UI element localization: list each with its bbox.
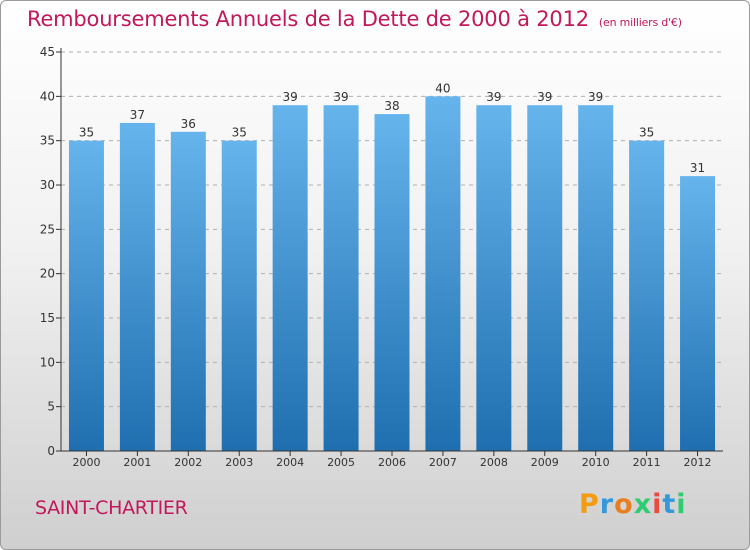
y-tick-label: 40 [40, 89, 55, 103]
bar-2005 [323, 105, 359, 451]
x-tick-label: 2007 [429, 456, 457, 469]
bar-2006 [374, 114, 410, 452]
x-tick-label: 2008 [480, 456, 508, 469]
x-tick-label: 2009 [531, 456, 559, 469]
data-labels: 35 37 36 35 39 39 38 40 39 39 39 35 31 [79, 81, 705, 175]
x-tick-label: 2011 [633, 456, 661, 469]
bar-2004 [272, 105, 308, 451]
proxiti-logo: Proxiti [579, 489, 687, 520]
y-tick-label: 0 [47, 444, 55, 458]
y-tick-label: 20 [40, 267, 55, 281]
data-label: 39 [283, 90, 298, 104]
y-tick-label: 15 [40, 311, 55, 325]
data-label: 37 [130, 108, 145, 122]
chart-title-text: Remboursements Annuels de la Dette de 20… [27, 7, 589, 31]
x-tick-label: 2000 [72, 456, 100, 469]
bar-2003 [221, 140, 257, 451]
y-tick-label: 35 [40, 134, 55, 148]
data-label: 39 [537, 90, 552, 104]
x-tick-label: 2004 [276, 456, 304, 469]
bar-2007 [425, 96, 461, 451]
data-label: 35 [232, 126, 247, 140]
logo-letter: i [676, 489, 687, 520]
logo-letter: t [662, 489, 677, 520]
data-label: 35 [639, 126, 654, 140]
logo-letter: P [579, 489, 600, 520]
chart-title: Remboursements Annuels de la Dette de 20… [27, 7, 682, 31]
x-tick-label: 2001 [123, 456, 151, 469]
x-tick-label: 2003 [225, 456, 253, 469]
bar-2001 [119, 122, 155, 451]
bars [68, 96, 716, 452]
data-label: 39 [333, 90, 348, 104]
logo-letter: x [633, 489, 653, 520]
data-label: 39 [588, 90, 603, 104]
x-tick-label: 2002 [174, 456, 202, 469]
y-tick-label: 45 [40, 45, 55, 59]
bar-2009 [527, 105, 563, 451]
y-tick-label: 5 [47, 400, 55, 414]
data-label: 36 [181, 117, 196, 131]
bar-2010 [578, 105, 614, 451]
bar-2011 [629, 140, 665, 451]
data-label: 31 [690, 161, 705, 175]
data-label: 40 [435, 81, 450, 95]
commune-name: SAINT-CHARTIER [35, 497, 188, 519]
x-tick-label: 2006 [378, 456, 406, 469]
axes: 0 5 10 15 20 25 30 35 40 45 2000 2001 2002 2003 2004 20… [40, 45, 723, 469]
bar-2012 [680, 176, 716, 451]
bar-2008 [476, 105, 512, 451]
bar-2000 [68, 140, 104, 451]
y-tick-label: 30 [40, 178, 55, 192]
logo-letter: i [652, 489, 663, 520]
logo-letter: r [599, 489, 615, 520]
unit-note: (en milliers d'€) [598, 16, 682, 29]
x-tick-label: 2005 [327, 456, 355, 469]
x-tick-label: 2012 [684, 456, 712, 469]
x-tick-label: 2010 [582, 456, 610, 469]
data-label: 39 [486, 90, 501, 104]
y-tick-label: 10 [40, 355, 55, 369]
y-tick-label: 25 [40, 222, 55, 236]
logo-letter: o [614, 489, 634, 520]
bar-2002 [170, 131, 206, 452]
data-label: 35 [79, 126, 94, 140]
data-label: 38 [384, 99, 399, 113]
